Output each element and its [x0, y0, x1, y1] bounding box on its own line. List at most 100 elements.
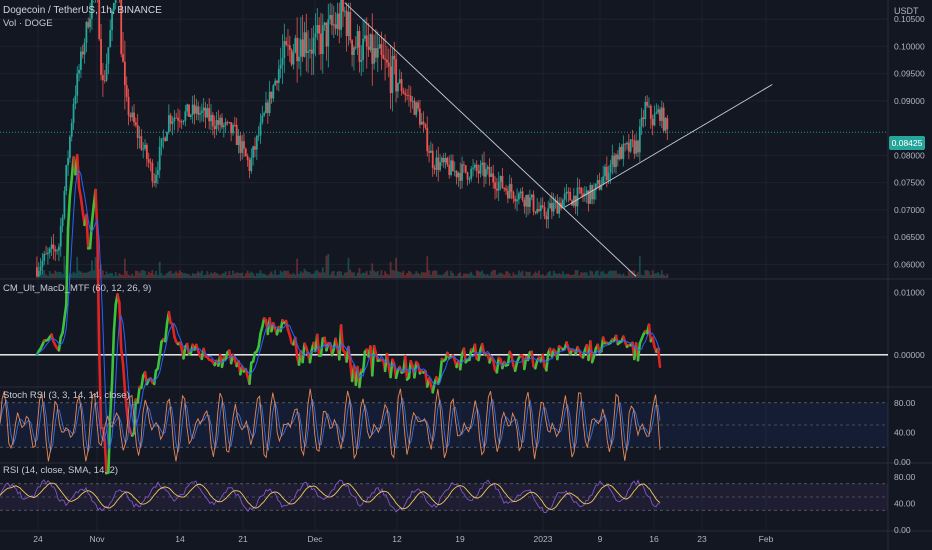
- macd-segment: [88, 221, 94, 250]
- macd-segment: [68, 177, 74, 198]
- volume-bar: [367, 274, 370, 278]
- candle-body: [582, 193, 584, 197]
- candle-body: [312, 37, 315, 54]
- candle-body: [611, 155, 614, 165]
- price-unit: USDT: [894, 6, 919, 16]
- rsi-label[interactable]: RSI (14, close, SMA, 14, 2): [3, 465, 119, 476]
- candle-body: [345, 10, 348, 37]
- candle-body: [596, 180, 599, 184]
- volume-bar: [629, 270, 632, 278]
- volume-bar: [122, 274, 124, 278]
- candle-body: [268, 91, 271, 114]
- candle-body: [387, 62, 390, 67]
- volume-bar: [155, 270, 157, 278]
- volume-bar: [371, 263, 374, 278]
- volume-bar: [604, 273, 606, 278]
- candle-body: [222, 125, 225, 128]
- volume-bar: [554, 273, 557, 278]
- price-axis[interactable]: 0.10500 0.10000 0.09500 0.09000 0.08000 0.075…: [894, 14, 925, 535]
- candle-body: [666, 118, 669, 130]
- volume-bar: [609, 270, 612, 278]
- candle-body: [593, 190, 595, 200]
- candle-body: [664, 118, 667, 131]
- volume-bar: [369, 270, 372, 278]
- candle-body: [287, 44, 289, 46]
- macd-segment: [389, 358, 394, 379]
- volume-bar: [184, 273, 187, 278]
- volume-bar: [510, 275, 513, 278]
- volume-bar: [461, 275, 463, 278]
- candle-body: [145, 144, 148, 160]
- macd-segment: [85, 213, 90, 250]
- volume-bar: [552, 270, 555, 278]
- volume-label[interactable]: Vol · DOGE: [3, 18, 53, 29]
- candle-body: [464, 165, 467, 173]
- candle-body: [602, 176, 605, 185]
- volume-bar: [596, 270, 599, 278]
- volume-bar: [600, 271, 603, 278]
- candle-body: [100, 39, 102, 75]
- volume-bar: [261, 273, 264, 278]
- volume-bar: [549, 271, 551, 278]
- candle-body: [417, 102, 419, 109]
- candle-body: [193, 104, 196, 114]
- volume-bar: [578, 275, 581, 278]
- candle-body: [285, 41, 288, 45]
- volume-bar: [470, 271, 473, 278]
- candle-body: [276, 80, 278, 83]
- volume-bar: [422, 272, 425, 278]
- candle-body: [572, 195, 575, 206]
- volume-bar: [177, 273, 179, 278]
- candle-body: [45, 253, 47, 255]
- candle-body: [314, 33, 317, 38]
- macd-segment: [64, 227, 70, 307]
- volume-bar: [439, 274, 441, 278]
- candle-body: [142, 148, 145, 150]
- volume-bar: [488, 275, 491, 278]
- candle-body: [36, 267, 38, 277]
- macd-segment: [334, 337, 339, 349]
- volume-bar: [506, 271, 509, 278]
- candle-body: [68, 136, 71, 158]
- volume-bar: [468, 273, 471, 278]
- volume-bar: [314, 271, 317, 278]
- volume-bar: [312, 273, 315, 278]
- candle-body: [473, 164, 476, 168]
- volume-bar: [235, 272, 238, 278]
- candle-body: [224, 121, 227, 126]
- grid-lines: [0, 0, 888, 530]
- candle-body: [563, 193, 566, 200]
- volume-bar: [244, 273, 247, 278]
- candle-body: [54, 249, 57, 252]
- time-axis[interactable]: 24 Nov 14 21 Dec 12 19 2023 9 16 23 Feb: [33, 534, 773, 544]
- volume-bar: [605, 274, 608, 278]
- symbol-title[interactable]: Dogecoin / TetherUS, 1h, BINANCE: [3, 5, 162, 16]
- candle-body: [230, 122, 233, 134]
- volume-bar: [107, 274, 110, 278]
- trendlines[interactable]: [344, 2, 773, 277]
- candle-body: [442, 157, 445, 163]
- volume-bar: [301, 272, 304, 278]
- macd-segment: [163, 322, 169, 343]
- macd-segment: [301, 342, 306, 364]
- volume-bar: [81, 272, 84, 278]
- candle-body: [263, 113, 266, 116]
- stochrsi-label[interactable]: Stoch RSI (3, 3, 14, 14, close): [3, 390, 130, 401]
- volume-bar: [649, 274, 652, 278]
- volume-bar: [565, 273, 568, 278]
- volume-bar: [626, 275, 628, 278]
- volume-bar: [224, 271, 227, 278]
- candle-body: [109, 30, 112, 48]
- volume-bar: [329, 274, 332, 278]
- candle-body: [52, 244, 55, 250]
- volume-bar: [492, 270, 495, 278]
- macd-label[interactable]: CM_Ult_MacD_MTF (60, 12, 26, 9): [3, 283, 152, 294]
- volume-bar: [123, 258, 126, 278]
- volume-bar: [530, 275, 533, 278]
- candle-body: [508, 184, 511, 199]
- candle-body: [228, 121, 231, 123]
- volume-bar: [307, 272, 310, 278]
- macd-segment: [370, 344, 376, 377]
- volume-bar: [147, 271, 150, 278]
